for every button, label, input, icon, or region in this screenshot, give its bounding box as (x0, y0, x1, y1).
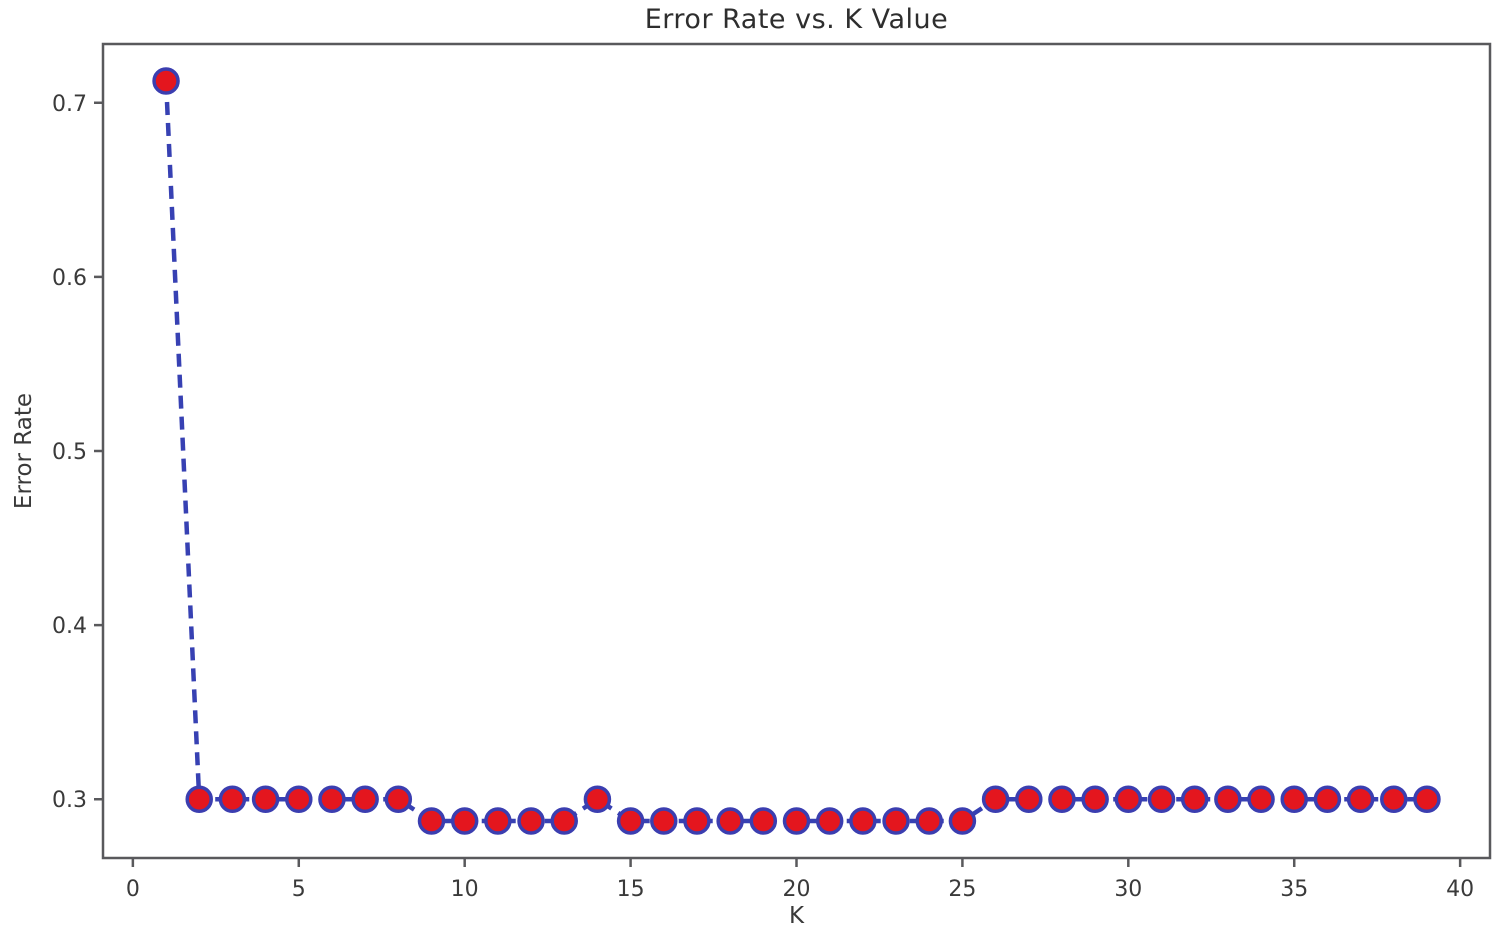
data-point (1280, 785, 1308, 813)
data-point (849, 807, 877, 835)
y-tick-label: 0.3 (52, 788, 87, 813)
data-point (351, 785, 379, 813)
data-point (450, 807, 479, 835)
data-point (882, 807, 910, 835)
y-tick-label: 0.7 (52, 92, 87, 117)
y-tick-label: 0.5 (52, 440, 87, 465)
data-point (749, 807, 778, 835)
y-tick-label: 0.6 (52, 266, 87, 291)
x-tick-label: 40 (1446, 877, 1474, 902)
data-point (517, 807, 545, 835)
data-point (1346, 785, 1375, 813)
x-tick-label: 5 (292, 877, 306, 902)
data-point (152, 67, 180, 95)
data-point (616, 807, 645, 835)
data-point (384, 785, 413, 813)
data-point (185, 785, 213, 813)
data-point (1015, 785, 1043, 813)
data-point (1380, 785, 1408, 813)
data-point (716, 807, 744, 835)
data-point (948, 807, 977, 835)
x-tick-label: 0 (126, 877, 140, 902)
data-point (1214, 785, 1242, 813)
data-point (815, 807, 844, 835)
data-point (1313, 785, 1342, 813)
x-tick-label: 25 (948, 877, 976, 902)
data-point (417, 807, 446, 835)
data-point (583, 785, 612, 813)
x-axis-label: K (788, 903, 805, 929)
x-tick-label: 20 (783, 877, 811, 902)
data-point (218, 785, 247, 813)
x-tick-label: 35 (1280, 877, 1308, 902)
data-point (318, 785, 346, 813)
data-point (1247, 785, 1275, 813)
x-tick-label: 15 (617, 877, 645, 902)
data-point (1048, 785, 1076, 813)
data-point (683, 807, 711, 835)
data-point (1147, 785, 1176, 813)
data-point (251, 785, 280, 813)
data-point (650, 807, 678, 835)
x-tick-label: 30 (1114, 877, 1142, 902)
data-point (1413, 785, 1441, 813)
plot-border (101, 42, 1492, 860)
data-point (981, 785, 1010, 813)
data-point (1081, 785, 1109, 813)
data-point (484, 807, 512, 835)
x-tick-label: 10 (451, 877, 479, 902)
data-point (782, 807, 811, 835)
data-point (550, 807, 578, 835)
y-tick-label: 0.4 (52, 614, 87, 639)
data-point (285, 785, 313, 813)
data-point (1114, 785, 1143, 813)
series-line (163, 80, 1427, 824)
data-point (1180, 785, 1209, 813)
data-point (915, 807, 943, 835)
chart-title: Error Rate vs. K Value (644, 4, 949, 35)
